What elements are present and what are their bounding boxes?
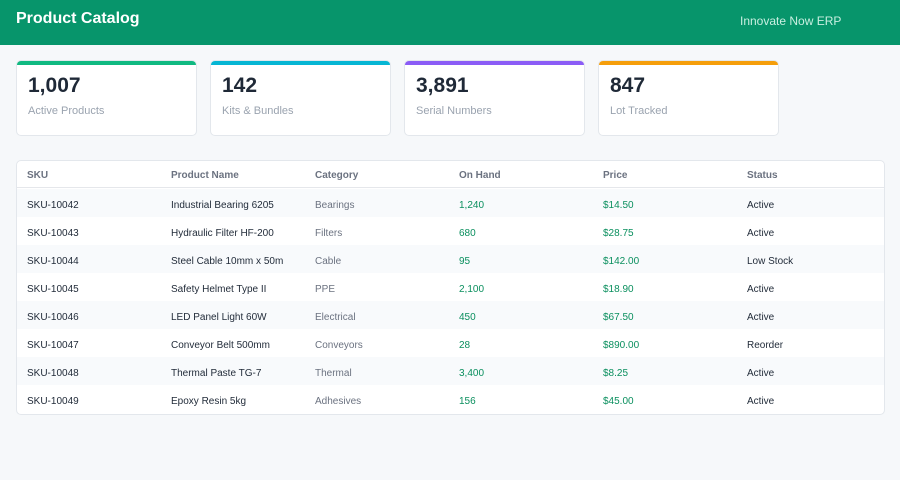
column-header-product-name[interactable]: Product Name — [171, 170, 239, 181]
row-price: $18.90 — [603, 284, 634, 295]
table-row[interactable]: SKU-10043 Hydraulic Filter HF-200 Filters 6… — [17, 217, 884, 245]
table-row[interactable]: SKU-10044 Steel Cable 10mm x 50m Cable 95 $1… — [17, 245, 884, 273]
row-status: Active — [747, 368, 775, 379]
row-on-hand: 680 — [459, 228, 476, 239]
row-category: Conveyors — [315, 340, 363, 351]
table-row[interactable]: SKU-10042 Industrial Bearing 6205 Bearings… — [17, 189, 884, 217]
row-category: Thermal — [315, 368, 352, 379]
row-status: Reorder — [747, 340, 784, 351]
row-sku: SKU-10044 — [27, 256, 79, 267]
row-status: Active — [747, 200, 775, 211]
row-product-name: Conveyor Belt 500mm — [171, 340, 270, 351]
stat-value: 142 — [222, 74, 258, 97]
row-category: Adhesives — [315, 396, 362, 407]
stat-label: Active Products — [28, 105, 105, 117]
row-sku: SKU-10047 — [27, 340, 79, 351]
row-product-name: Epoxy Resin 5kg — [171, 396, 247, 407]
row-on-hand: 450 — [459, 312, 476, 323]
row-category: Filters — [315, 228, 343, 239]
row-product-name: Safety Helmet Type II — [171, 284, 267, 295]
row-sku: SKU-10043 — [27, 228, 79, 239]
row-price: $8.25 — [603, 368, 629, 379]
row-price: $67.50 — [603, 312, 634, 323]
row-on-hand: 1,240 — [459, 200, 485, 211]
stat-card-kits-bundles: 142 Kits & Bundles — [210, 60, 391, 136]
row-product-name: Hydraulic Filter HF-200 — [171, 228, 274, 239]
row-sku: SKU-10042 — [27, 200, 79, 211]
row-category: Electrical — [315, 312, 356, 323]
row-price: $890.00 — [603, 340, 640, 351]
table-row[interactable]: SKU-10046 LED Panel Light 60W Electrical 45… — [17, 301, 884, 329]
stat-label: Lot Tracked — [610, 105, 668, 117]
row-product-name: Thermal Paste TG-7 — [171, 368, 262, 379]
page-title: Product Catalog — [16, 10, 140, 27]
stat-card-lot-tracked: 847 Lot Tracked — [598, 60, 779, 136]
table-row[interactable]: SKU-10049 Epoxy Resin 5kg Adhesives 156 $45.… — [17, 385, 884, 413]
stat-card-accent — [17, 61, 196, 65]
stat-value: 3,891 — [416, 74, 469, 97]
row-status: Low Stock — [747, 256, 794, 267]
row-sku: SKU-10048 — [27, 368, 79, 379]
row-sku: SKU-10049 — [27, 396, 79, 407]
row-on-hand: 156 — [459, 396, 476, 407]
row-category: Cable — [315, 256, 342, 267]
row-status: Active — [747, 396, 775, 407]
column-header-category[interactable]: Category — [315, 170, 359, 181]
stat-card-serial-numbers: 3,891 Serial Numbers — [404, 60, 585, 136]
column-header-status[interactable]: Status — [747, 170, 778, 181]
stat-value: 1,007 — [28, 74, 81, 97]
stat-card-accent — [211, 61, 390, 65]
top-bar: Product Catalog Innovate Now ERP — [0, 0, 900, 45]
stat-value: 847 — [610, 74, 646, 97]
row-product-name: LED Panel Light 60W — [171, 312, 267, 323]
row-status: Active — [747, 228, 775, 239]
row-on-hand: 95 — [459, 256, 471, 267]
table-header: SKU Product Name Category On Hand Price … — [17, 161, 884, 188]
stat-label: Kits & Bundles — [222, 105, 294, 117]
row-sku: SKU-10046 — [27, 312, 79, 323]
column-header-sku[interactable]: SKU — [27, 170, 49, 181]
row-price: $14.50 — [603, 200, 634, 211]
row-sku: SKU-10045 — [27, 284, 79, 295]
table-row[interactable]: SKU-10048 Thermal Paste TG-7 Thermal 3,400 $… — [17, 357, 884, 385]
row-price: $28.75 — [603, 228, 634, 239]
row-product-name: Steel Cable 10mm x 50m — [171, 256, 284, 267]
row-category: PPE — [315, 284, 336, 295]
row-on-hand: 3,400 — [459, 368, 485, 379]
stat-label: Serial Numbers — [416, 105, 492, 117]
brand-name: Innovate Now ERP — [740, 14, 842, 28]
stat-card-accent — [405, 61, 584, 65]
row-status: Active — [747, 312, 775, 323]
product-table: SKU Product Name Category On Hand Price … — [16, 160, 885, 415]
column-header-price[interactable]: Price — [603, 170, 628, 181]
stat-card-accent — [599, 61, 778, 65]
row-on-hand: 2,100 — [459, 284, 485, 295]
table-row[interactable]: SKU-10045 Safety Helmet Type II PPE 2,100 $1… — [17, 273, 884, 301]
row-on-hand: 28 — [459, 340, 471, 351]
row-price: $45.00 — [603, 396, 634, 407]
row-price: $142.00 — [603, 256, 640, 267]
row-category: Bearings — [315, 200, 355, 211]
stat-card-active-products: 1,007 Active Products — [16, 60, 197, 136]
row-product-name: Industrial Bearing 6205 — [171, 200, 274, 211]
row-status: Active — [747, 284, 775, 295]
table-row[interactable]: SKU-10047 Conveyor Belt 500mm Conveyors 28 $… — [17, 329, 884, 357]
column-header-on-hand[interactable]: On Hand — [459, 170, 501, 181]
